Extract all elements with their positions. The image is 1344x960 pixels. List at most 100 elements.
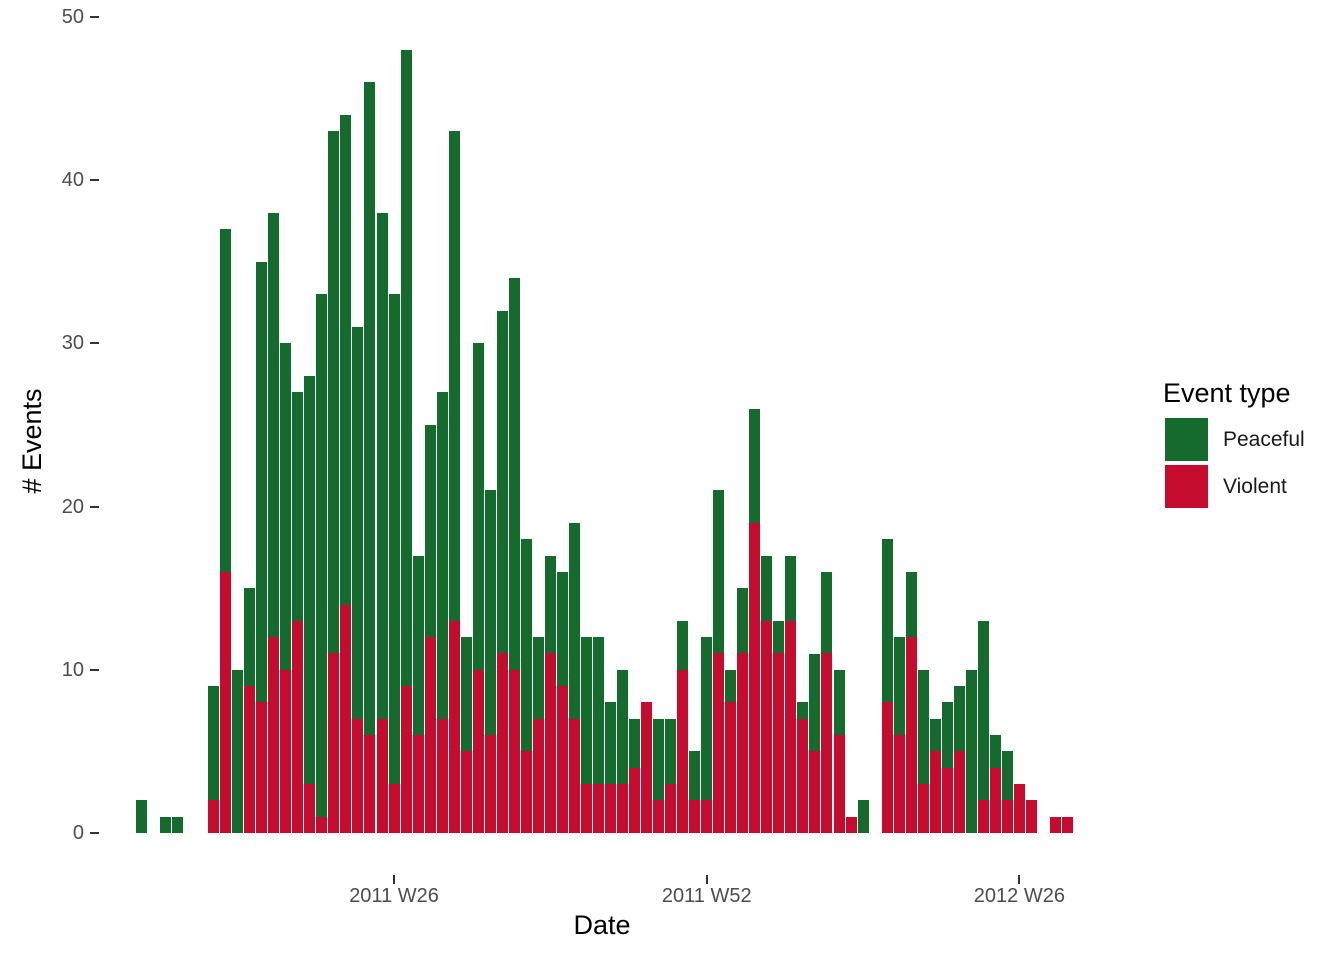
bar-2011-W27-violent-segment xyxy=(400,686,412,833)
bar-2012-W06-peaceful-segment xyxy=(773,620,785,654)
bar-2012-W17-peaceful-segment xyxy=(905,571,917,638)
bar-2012-W26-violent-segment xyxy=(1013,784,1025,833)
bar-2012-W16 xyxy=(893,637,905,833)
bar-2012-W02 xyxy=(725,669,737,833)
y-tick-mark-0 xyxy=(90,832,99,834)
bar-2011-W52-violent-segment xyxy=(701,800,713,833)
bar-2011-W41 xyxy=(568,522,580,833)
bar-2012-W12 xyxy=(845,816,857,833)
bar-2011-W15-peaceful-segment xyxy=(256,261,268,703)
legend-item-peaceful: Peaceful xyxy=(1163,418,1338,461)
bar-2011-W23-peaceful-segment xyxy=(352,327,364,719)
bar-2011-W34-violent-segment xyxy=(484,735,496,833)
bar-2011-W42 xyxy=(580,637,592,833)
bar-2011-W30 xyxy=(436,392,448,833)
bar-2011-W16 xyxy=(268,212,280,833)
x-axis-title: Date xyxy=(573,910,631,940)
bar-2012-W09-violent-segment xyxy=(809,751,821,833)
bar-2012-W07-violent-segment xyxy=(785,620,797,833)
bar-2011-W31-peaceful-segment xyxy=(448,131,460,621)
bar-2012-W12-violent-segment xyxy=(845,816,857,833)
bar-2011-W05 xyxy=(136,800,147,833)
bar-2011-W27-peaceful-segment xyxy=(400,49,412,687)
bar-2011-W16-peaceful-segment xyxy=(268,212,280,638)
bar-2011-W23-violent-segment xyxy=(352,718,364,833)
bar-2012-W08-peaceful-segment xyxy=(797,702,809,719)
bar-2011-W48-violent-segment xyxy=(653,800,665,833)
y-tick-label-10: 10 xyxy=(61,658,84,681)
bar-2012-W30 xyxy=(1062,816,1073,833)
bar-2011-W13-peaceful-segment xyxy=(232,669,244,833)
violent-swatch-icon xyxy=(1165,465,1208,508)
bar-2011-W47 xyxy=(641,702,653,833)
bar-2012-W20-violent-segment xyxy=(941,767,953,833)
bar-2012-W02-peaceful-segment xyxy=(725,669,737,703)
y-tick-mark-20 xyxy=(90,505,99,508)
bar-2011-W37 xyxy=(520,539,532,833)
bar-2012-W08-violent-segment xyxy=(797,718,809,833)
bar-2012-W19-peaceful-segment xyxy=(929,718,941,752)
bar-2011-W50-violent-segment xyxy=(677,669,689,833)
x-tick-mark-2011-W26 xyxy=(393,875,396,884)
bar-2012-W13 xyxy=(857,800,869,833)
bar-2011-W36 xyxy=(508,278,520,833)
bar-2011-W39-peaceful-segment xyxy=(544,555,556,654)
y-tick-label-20: 20 xyxy=(61,495,84,518)
bar-2011-W47-violent-segment xyxy=(641,702,653,833)
bar-2012-W15-peaceful-segment xyxy=(881,539,893,703)
bar-2011-W14-peaceful-segment xyxy=(244,588,256,687)
bar-2012-W30-violent-segment xyxy=(1062,816,1073,833)
bar-2011-W19-violent-segment xyxy=(304,784,316,833)
bar-2011-W31 xyxy=(448,131,460,833)
bar-2011-W11-violent-segment xyxy=(208,800,220,833)
bar-2012-W11-violent-segment xyxy=(833,735,845,833)
bar-2011-W44-peaceful-segment xyxy=(605,702,616,785)
bar-2012-W27 xyxy=(1025,800,1037,833)
bar-2011-W16-violent-segment xyxy=(268,637,280,833)
bar-2011-W30-violent-segment xyxy=(436,718,448,833)
bar-2012-W26 xyxy=(1013,784,1025,833)
bar-2011-W33 xyxy=(472,343,484,833)
bar-2012-W06-violent-segment xyxy=(773,653,785,833)
bar-2011-W11 xyxy=(208,686,220,833)
bar-2011-W45-peaceful-segment xyxy=(617,669,629,785)
y-tick-mark-30 xyxy=(90,342,99,345)
bar-2011-W18 xyxy=(292,392,304,833)
bar-2011-W21 xyxy=(328,131,340,833)
bar-2011-W12-peaceful-segment xyxy=(220,229,232,572)
bar-2012-W01 xyxy=(713,490,725,833)
bar-2012-W08 xyxy=(797,702,809,833)
bar-2011-W25-violent-segment xyxy=(376,718,388,833)
bar-2012-W22-peaceful-segment xyxy=(965,669,977,833)
bar-2012-W15 xyxy=(881,539,893,833)
legend: Event type Peaceful Violent xyxy=(1163,378,1338,512)
bar-2011-W34-peaceful-segment xyxy=(484,490,496,736)
bar-2012-W18 xyxy=(917,669,929,833)
bar-2012-W20-peaceful-segment xyxy=(941,702,953,768)
bar-2011-W28 xyxy=(412,555,424,833)
bar-2012-W21-violent-segment xyxy=(953,751,965,833)
bar-2011-W38 xyxy=(532,637,544,833)
bar-2011-W21-violent-segment xyxy=(328,653,340,833)
bar-2011-W33-violent-segment xyxy=(472,669,484,833)
bar-2011-W38-peaceful-segment xyxy=(532,637,544,719)
bar-2011-W11-peaceful-segment xyxy=(208,686,220,801)
bar-2011-W40 xyxy=(556,571,568,833)
bar-2011-W51-violent-segment xyxy=(689,800,701,833)
bar-2012-W11 xyxy=(833,669,845,833)
bar-2012-W03 xyxy=(737,588,749,833)
bar-2011-W37-violent-segment xyxy=(520,751,532,833)
bar-2011-W42-violent-segment xyxy=(580,784,592,833)
bar-2012-W21-peaceful-segment xyxy=(953,686,965,752)
bar-2011-W46-peaceful-segment xyxy=(629,718,641,768)
bar-2012-W19-violent-segment xyxy=(929,751,941,833)
bar-2011-W15 xyxy=(256,261,268,833)
bar-2011-W17 xyxy=(280,343,292,833)
bar-2011-W32-violent-segment xyxy=(460,751,472,833)
x-tick-mark-2012-W26 xyxy=(1018,875,1021,884)
bar-2012-W05-peaceful-segment xyxy=(761,555,773,621)
bar-2011-W40-violent-segment xyxy=(556,686,568,833)
bar-2012-W11-peaceful-segment xyxy=(833,669,845,736)
plot-panel xyxy=(100,8,1105,875)
bar-2011-W49 xyxy=(665,718,677,833)
